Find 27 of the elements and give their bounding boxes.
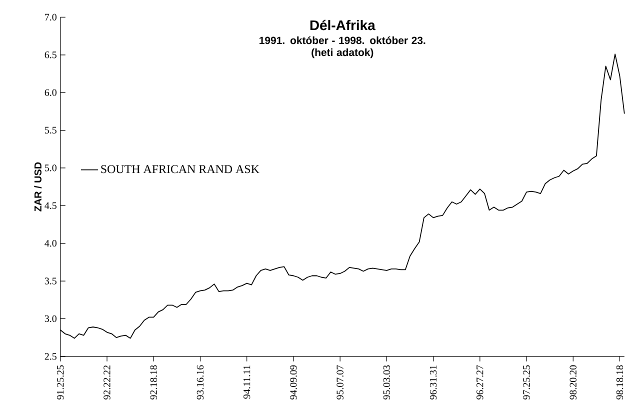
x-tick-label: 94.11.11 [243,366,250,399]
x-tick-label: 96.27.27 [476,365,484,400]
y-tick-label: 3.5 [44,278,56,284]
text: 1991. október - 1998. október 23. (heti adatok) [260,36,426,58]
y-tick-label: 2.5 [44,353,56,360]
chart-title: Dél-Afrika [310,20,376,30]
y-tick-label: 6.0 [44,89,57,96]
y-tick-label: 5.0 [45,164,57,172]
x-tick-label: 92.18.18 [150,365,158,400]
y-tick-label: 6.5 [44,52,56,58]
y-tick-label: 7.0 [45,14,57,21]
x-tick-label: 92.22.22 [104,365,110,400]
y-tick-label: 4.5 [44,202,56,209]
legend-label: SOUTH AFRICAN RAND ASK [101,165,260,174]
x-tick-label: 91.25.25 [57,365,64,400]
x-tick-label: 97.25.25 [523,365,530,400]
y-axis-title: ZAR / USD [34,162,42,212]
x-tick-label: 95.07.07 [336,365,344,400]
x-tick-label: 93.16.16 [196,365,204,400]
y-tick-label: 5.5 [45,126,56,134]
x-tick-label: 95.03.03 [383,365,390,400]
y-tick-label: 3.0 [44,315,57,322]
x-tick-label: 98.18.18 [616,365,624,400]
x-tick-label: 98.20.20 [570,365,577,400]
x-tick-label: 96.31.31 [430,366,437,400]
y-tick-label: 4.0 [44,240,57,247]
x-tick-label: 94.09.09 [290,365,297,400]
